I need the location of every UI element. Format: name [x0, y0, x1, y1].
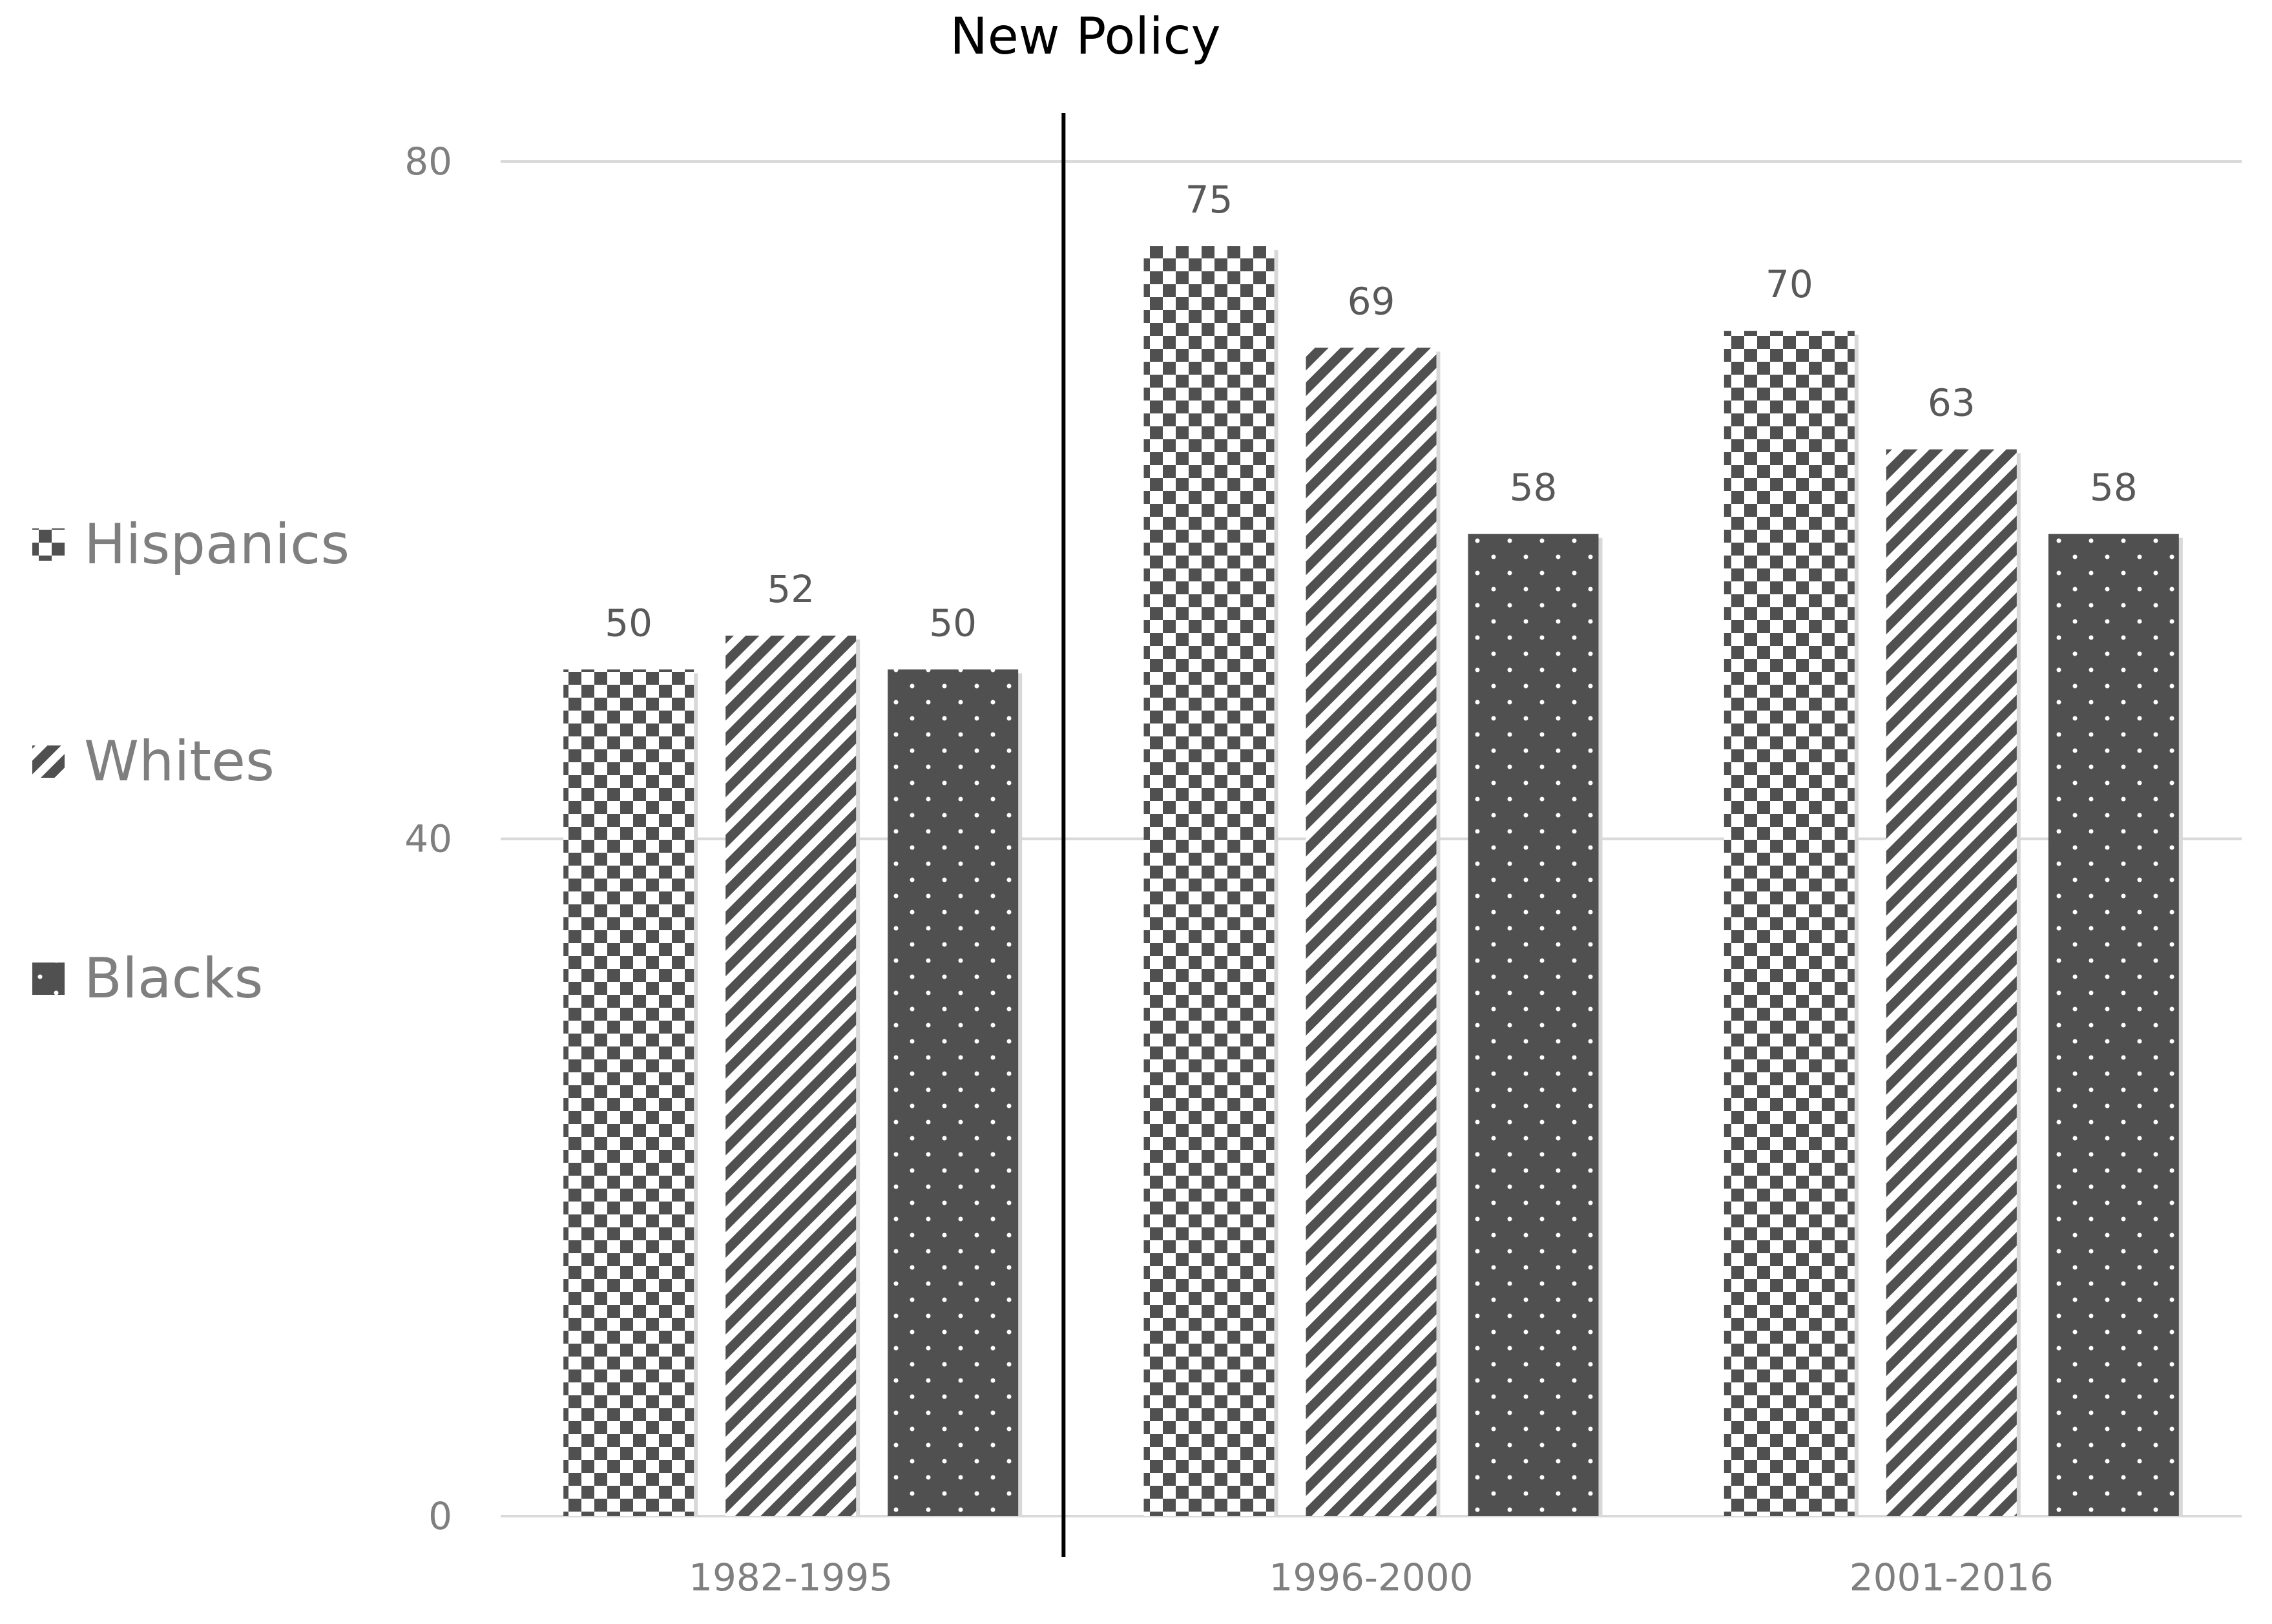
data-label-whites-1982-1995: 52: [767, 567, 815, 611]
bar-hispanics-1982-1995: [563, 669, 694, 1516]
y-tick-label: 80: [404, 140, 452, 183]
legend-swatch-whites: [32, 745, 65, 778]
bar-blacks-2001-2016: [2048, 534, 2179, 1516]
y-axis-ticks: 0 40 80: [404, 140, 452, 1538]
x-tick-label: 1982-1995: [689, 1556, 893, 1599]
legend-label-hispanics: Hispanics: [84, 512, 349, 577]
data-label-whites-1996-2000: 69: [1348, 279, 1395, 323]
data-label-blacks-2001-2016: 58: [2090, 466, 2138, 510]
policy-annotation-label: New Policy: [950, 8, 1220, 66]
legend-label-whites: Whites: [84, 729, 275, 794]
policy-annotation: New Policy: [950, 8, 1221, 1557]
x-tick-label: 2001-2016: [1850, 1556, 2054, 1599]
data-label-blacks-1982-1995: 50: [929, 601, 977, 645]
legend-swatch-blacks: [32, 963, 65, 995]
y-tick-label: 40: [404, 817, 452, 861]
legend-swatch-hispanics: [32, 528, 65, 561]
bars: [563, 246, 2183, 1517]
legend: Hispanics Whites Blacks: [32, 512, 349, 1011]
data-label-hispanics-2001-2016: 70: [1766, 262, 1813, 306]
data-label-hispanics-1982-1995: 50: [605, 601, 652, 645]
x-axis-ticks: 1982-1995 1996-2000 2001-2016: [689, 1556, 2054, 1599]
bar-whites-2001-2016: [1886, 449, 2017, 1516]
bar-blacks-1996-2000: [1468, 534, 1599, 1516]
x-tick-label: 1996-2000: [1269, 1556, 1473, 1599]
y-tick-label: 0: [428, 1494, 452, 1538]
data-label-whites-2001-2016: 63: [1928, 381, 1975, 425]
data-label-hispanics-1996-2000: 75: [1185, 178, 1233, 222]
bar-whites-1996-2000: [1306, 348, 1437, 1516]
bar-blacks-1982-1995: [888, 669, 1019, 1516]
legend-label-blacks: Blacks: [84, 946, 263, 1011]
data-label-blacks-1996-2000: 58: [1510, 466, 1558, 510]
data-labels: 50 52 50 75 69 58 70 63 58: [605, 178, 2137, 645]
bar-hispanics-1996-2000: [1143, 246, 1275, 1516]
bar-whites-1982-1995: [725, 635, 857, 1517]
bar-hispanics-2001-2016: [1724, 331, 1855, 1516]
